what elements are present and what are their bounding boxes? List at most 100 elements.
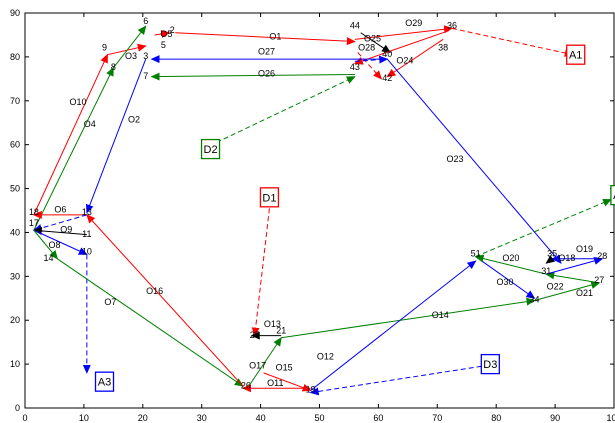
edge-arrow: [251, 208, 270, 337]
edge-arrow: [85, 58, 147, 214]
y-tick-label: 60: [10, 140, 20, 150]
edge-arrow: [150, 72, 355, 81]
node-label-43: 43: [350, 62, 360, 72]
axis-ticks: 0 10 20 30 40 50 60 70 80 90 100 0 10 20 30 40 50 60 70 80 9…: [10, 8, 615, 423]
edge-arrow: [451, 27, 574, 57]
edge-arrow: [281, 297, 536, 339]
edge-arrow: [154, 29, 171, 38]
node-label-3: 3: [143, 51, 148, 61]
node-label-14: 14: [44, 253, 54, 263]
edge-arrow: [545, 271, 600, 284]
agent-label-d3: D3: [483, 359, 497, 371]
node-label-40: 40: [382, 49, 392, 59]
operation-label-o18: O18: [558, 253, 575, 263]
edge-arrow: [33, 229, 59, 260]
x-tick-label: 0: [22, 413, 27, 423]
x-tick-label: 10: [79, 413, 89, 423]
node-label-13: 13: [82, 207, 92, 217]
node-label-17: 17: [29, 218, 39, 228]
y-tick-label: 20: [10, 315, 20, 325]
edge-arrow: [216, 76, 356, 143]
node-label-34: 34: [529, 295, 539, 305]
agent-label-d1: D1: [262, 192, 276, 204]
y-tick-label: 30: [10, 271, 20, 281]
node-label-18: 18: [29, 207, 39, 217]
y-tick-label: 10: [10, 359, 20, 369]
y-tick-label: 80: [10, 52, 20, 62]
edge-arrow: [309, 365, 482, 396]
agent-label-d2: D2: [204, 144, 218, 156]
edge-arrow: [474, 254, 547, 275]
y-tick-label: 70: [10, 96, 20, 106]
agent-box-a2: [610, 184, 615, 206]
operation-label-o14: O14: [432, 310, 449, 320]
edge-arrow: [475, 256, 536, 299]
x-tick-label: 40: [256, 413, 266, 423]
operation-label-o22: O22: [547, 282, 564, 292]
operation-label-o2: O2: [128, 115, 140, 125]
operation-label-o26: O26: [258, 69, 275, 79]
node-label-25: 25: [250, 330, 260, 340]
operation-label-o28: O28: [358, 42, 375, 52]
edge-arrow: [33, 53, 108, 216]
agent-box-d1: [259, 187, 280, 208]
edge-arrow: [353, 30, 450, 65]
node-label-27: 27: [594, 275, 604, 285]
edges: [32, 25, 612, 396]
node-label-21: 21: [276, 325, 286, 335]
node-label-28: 28: [597, 251, 607, 261]
edge-arrow: [357, 52, 383, 80]
node-label-42: 42: [382, 73, 392, 83]
edge-arrow: [546, 257, 604, 275]
x-tick-label: 90: [550, 413, 560, 423]
edge-arrow: [33, 229, 88, 255]
node-label-11: 11: [82, 229, 91, 239]
edge-arrow: [33, 66, 114, 231]
operation-label-o1: O1: [269, 31, 281, 41]
operation-label-o12: O12: [317, 352, 334, 362]
node-label-26: 26: [241, 380, 251, 390]
operation-label-o27: O27: [258, 47, 275, 57]
operation-label-o24: O24: [396, 55, 413, 65]
plot-frame: [24, 12, 615, 409]
edge-arrow: [475, 198, 612, 258]
operation-label-o9: O9: [60, 224, 72, 234]
agent-box-d2: [200, 138, 221, 160]
operation-label-o11: O11: [267, 378, 283, 388]
operation-label-o6: O6: [54, 205, 66, 215]
node-label-31: 31: [541, 266, 551, 276]
y-tick-label: 50: [10, 184, 20, 194]
node-label-35: 35: [547, 249, 557, 259]
operation-label-o7: O7: [104, 297, 116, 307]
edge-arrow: [360, 32, 392, 54]
agent-box-d3: [480, 353, 500, 375]
x-tick-label: 30: [197, 413, 207, 423]
y-tick-label: 40: [10, 227, 20, 237]
operation-label-o19: O19: [576, 244, 593, 254]
agent-label-a2: A2: [613, 190, 615, 202]
x-tick-label: 20: [138, 413, 148, 423]
operation-label-o16: O16: [146, 286, 163, 296]
edge-arrow: [310, 260, 477, 391]
operation-label-o3: O3: [125, 51, 137, 61]
agent-box-a1: [566, 44, 586, 65]
node-label-9: 9: [102, 42, 107, 52]
operation-label-o20: O20: [502, 253, 519, 263]
agent-label-a3: A3: [98, 377, 111, 389]
x-tick-label: 70: [432, 413, 442, 423]
edge-arrow: [32, 214, 87, 232]
operation-label-o15: O15: [276, 363, 293, 373]
node-label-6: 6: [143, 16, 148, 26]
operation-label-o29: O29: [405, 18, 422, 28]
operation-label-o23: O23: [446, 154, 463, 164]
edge-arrow: [175, 32, 356, 46]
node-label-19: 19: [306, 385, 316, 395]
operation-label-o8: O8: [48, 240, 60, 250]
edge-arrow: [57, 258, 244, 387]
node-label-2: 2: [170, 25, 175, 35]
edge-arrow: [386, 58, 562, 264]
edge-arrow: [32, 226, 87, 236]
node-label-10: 10: [82, 246, 92, 256]
edge-arrow: [86, 214, 244, 387]
